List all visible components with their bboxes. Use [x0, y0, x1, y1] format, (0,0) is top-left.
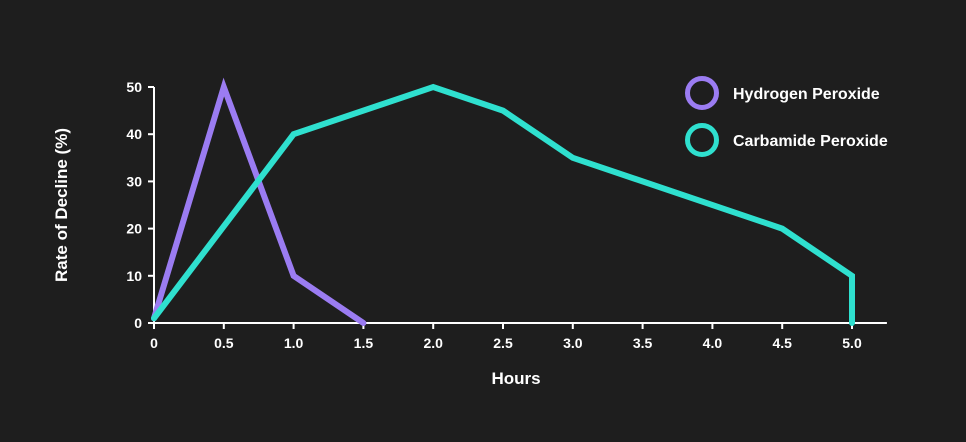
series-line-1	[151, 83, 855, 326]
legend-label-1: Carbamide Peroxide	[733, 133, 888, 150]
y-tick-label: 30	[126, 173, 142, 189]
x-tick-label: 2.0	[423, 335, 443, 351]
x-tick-label: 3.0	[563, 335, 583, 351]
y-tick-label: 50	[126, 79, 142, 95]
x-tick-label: 0.5	[214, 335, 234, 351]
y-tick-label: 20	[126, 221, 142, 237]
legend-marker-1	[685, 123, 719, 157]
x-tick-label: 3.5	[633, 335, 653, 351]
y-tick-label: 40	[126, 126, 142, 142]
x-axis-title: Hours	[491, 369, 540, 388]
legend: Hydrogen Peroxide Carbamide Peroxide	[685, 76, 888, 157]
series-lines	[151, 77, 855, 326]
y-tick-label: 0	[134, 315, 142, 331]
axes	[153, 87, 887, 324]
y-axis-ticks: 0 10 20 30 40 50	[126, 79, 154, 331]
y-axis-title: Rate of Decline (%)	[52, 128, 71, 282]
legend-marker-0	[685, 76, 719, 110]
y-tick-label: 10	[126, 268, 142, 284]
x-tick-label: 2.5	[493, 335, 513, 351]
x-tick-label: 4.5	[772, 335, 792, 351]
x-tick-label: 5.0	[842, 335, 862, 351]
x-tick-label: 1.5	[354, 335, 374, 351]
x-tick-label: 0	[150, 335, 158, 351]
legend-label-0: Hydrogen Peroxide	[733, 86, 880, 103]
x-tick-label: 4.0	[703, 335, 723, 351]
x-tick-label: 1.0	[284, 335, 304, 351]
x-axis-ticks: 0 0.5 1.0 1.5 2.0 2.5 3.0 3.5 4.0 4.5 5.0	[150, 323, 862, 351]
